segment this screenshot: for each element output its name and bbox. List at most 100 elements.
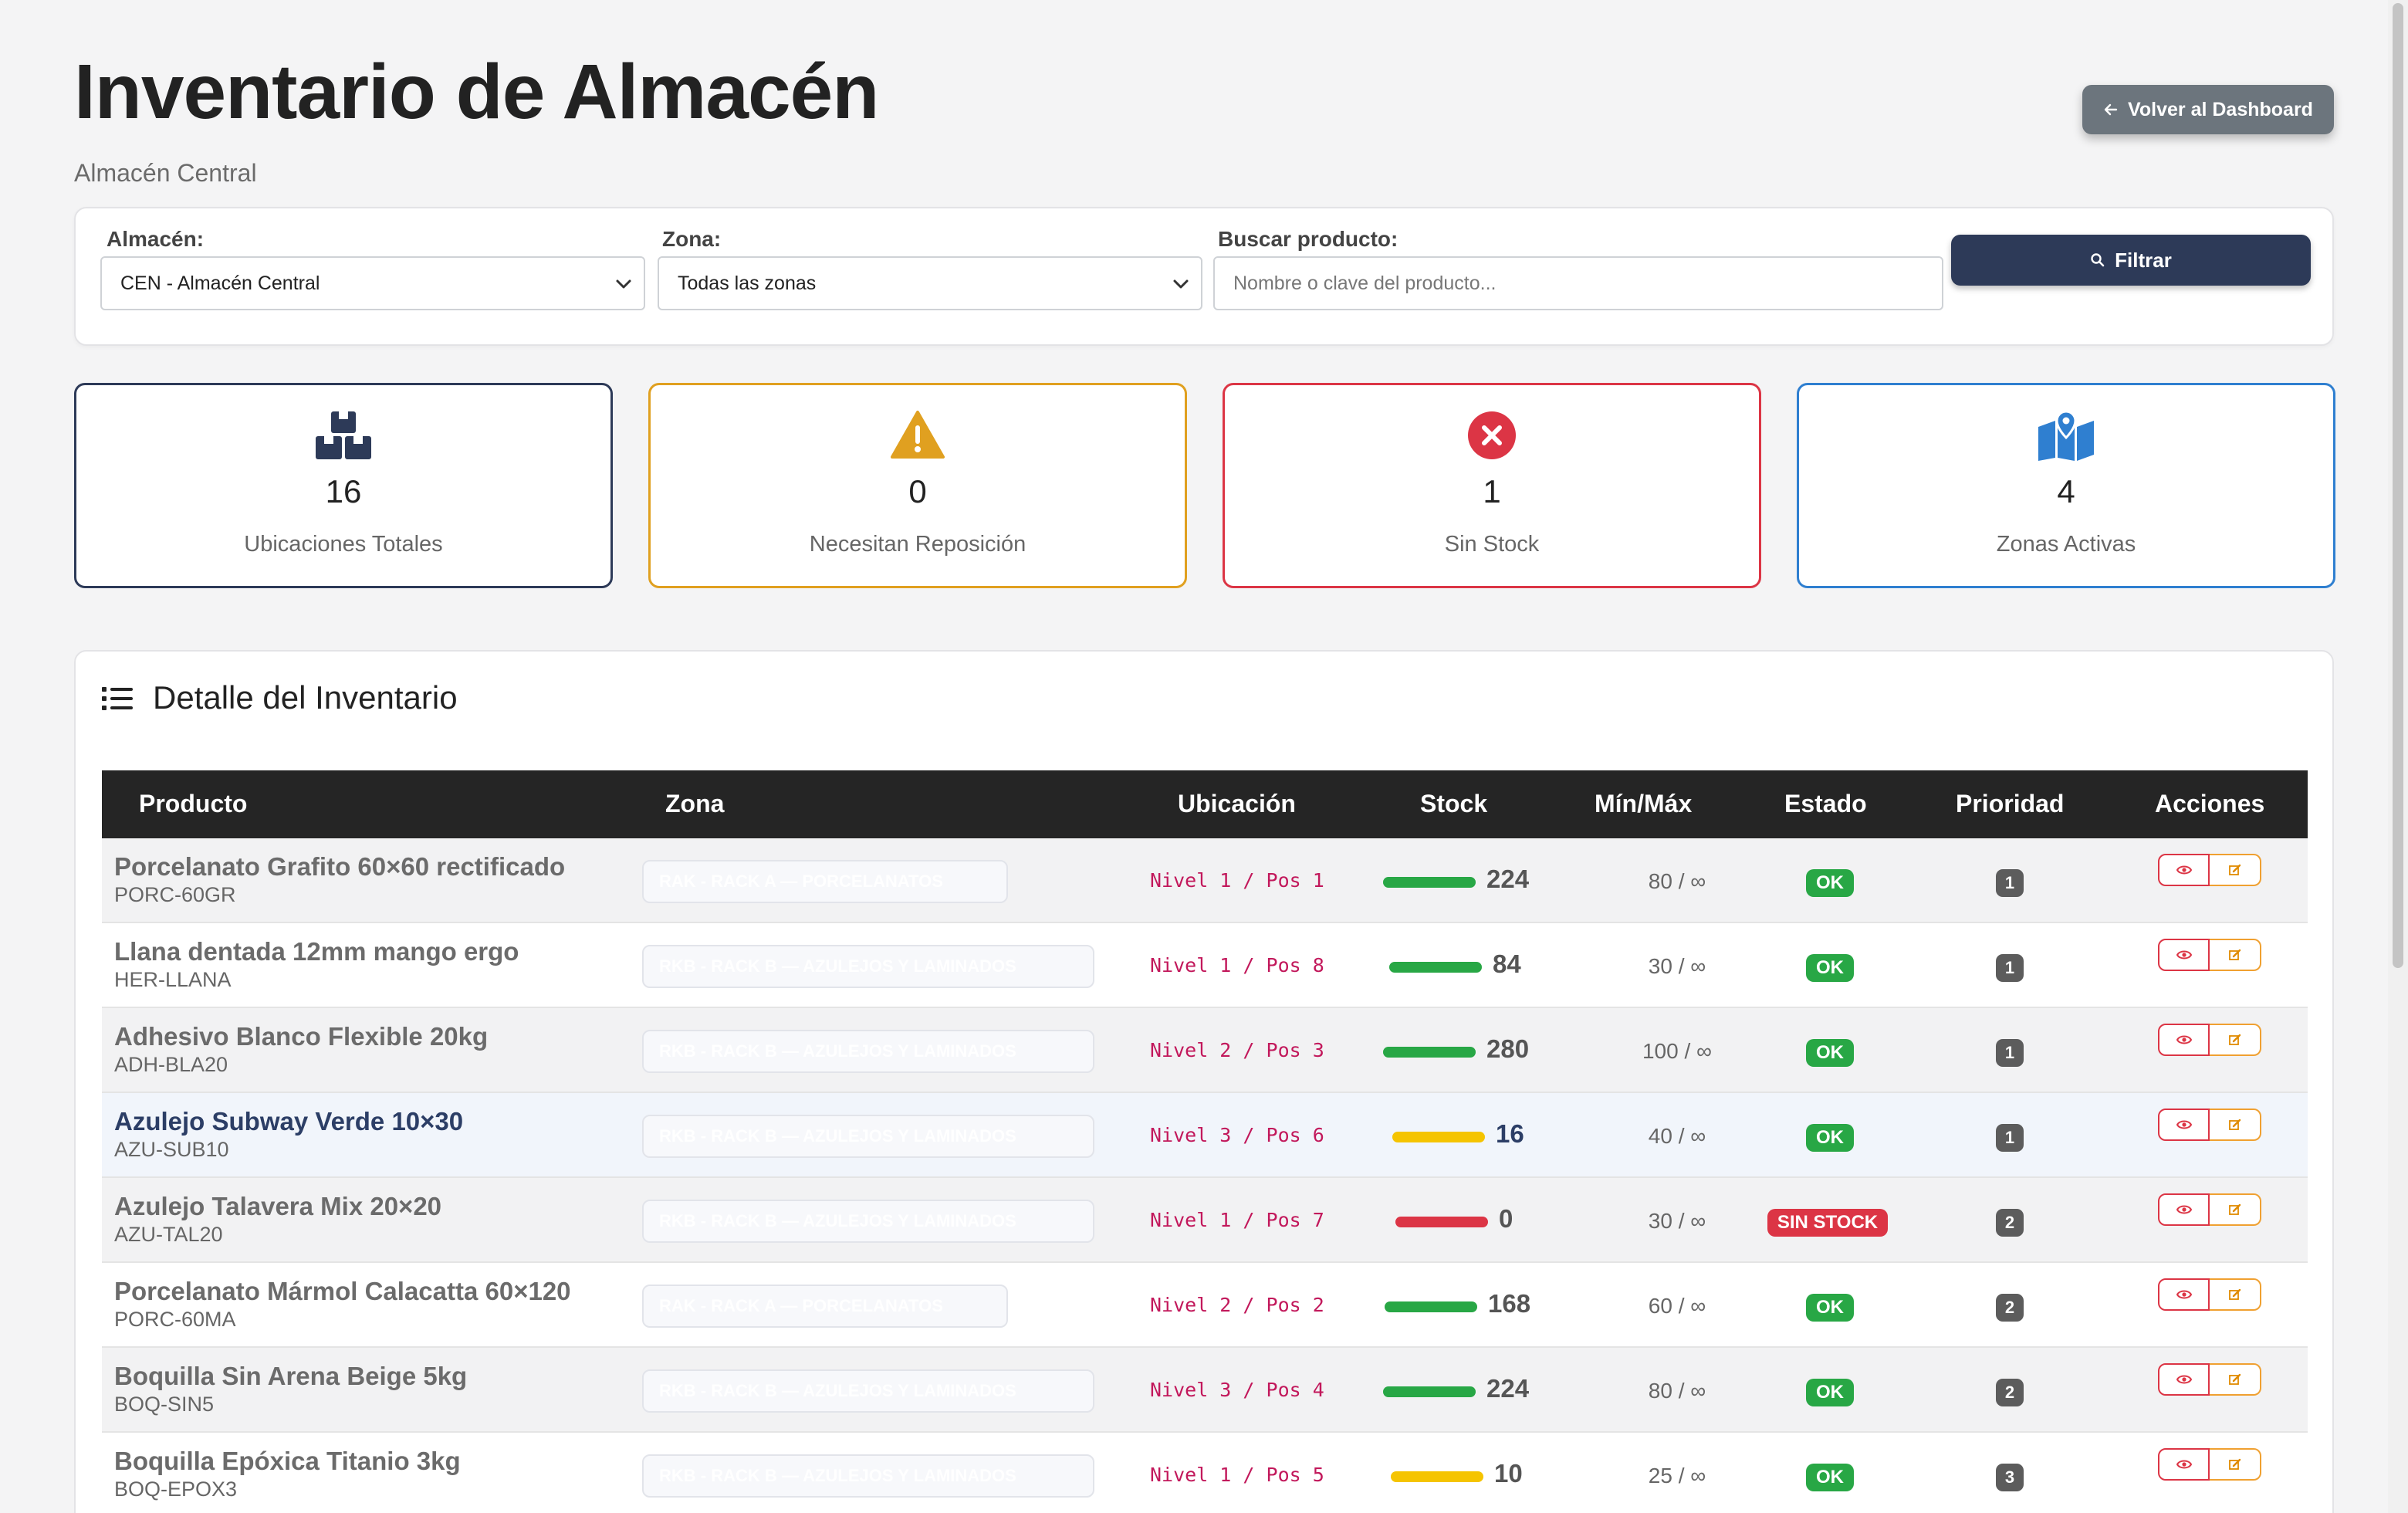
edit-button[interactable]	[2210, 1193, 2261, 1226]
warehouse-select[interactable]: CEN - Almacén Central	[100, 256, 645, 310]
column-header: Producto	[139, 790, 248, 817]
product-name[interactable]: Boquilla Epóxica Titanio 3kg	[114, 1447, 461, 1475]
filter-button-label: Filtrar	[2115, 248, 2172, 272]
search-icon	[2091, 253, 2105, 267]
page-title: Inventario de Almacén	[74, 49, 879, 135]
stat-label: Ubicaciones Totales	[244, 532, 443, 557]
stock-value: 84	[1493, 949, 1521, 978]
location: Nivel 2 / Pos 3	[1150, 1039, 1324, 1061]
product-code: AZU-SUB10	[114, 1138, 229, 1161]
product-name[interactable]: Azulejo Subway Verde 10×30	[114, 1107, 464, 1136]
page: Inventario de Almacén Almacén Central Vo…	[74, 0, 2335, 1513]
product-name[interactable]: Adhesivo Blanco Flexible 20kg	[114, 1022, 489, 1051]
product-code: AZU-TAL20	[114, 1223, 223, 1246]
edit-button[interactable]	[2210, 1448, 2261, 1481]
stock-bar	[1383, 877, 1476, 888]
table-body: Porcelanato Grafito 60×60 rectificado PO…	[102, 838, 2308, 1513]
view-button[interactable]	[2158, 1193, 2210, 1226]
stock-bar	[1392, 1132, 1485, 1142]
view-button[interactable]	[2158, 1363, 2210, 1396]
row-actions	[2158, 854, 2261, 886]
location: Nivel 3 / Pos 4	[1150, 1379, 1324, 1401]
stat-value: 0	[908, 473, 927, 509]
back-to-dashboard-button[interactable]: Volver al Dashboard	[2082, 85, 2334, 134]
edit-button[interactable]	[2210, 1109, 2261, 1141]
edit-icon	[2228, 1458, 2241, 1470]
stock-bar	[1395, 1217, 1488, 1227]
zone-select[interactable]: Todas las zonas	[658, 256, 1202, 310]
product-name[interactable]: Llana dentada 12mm mango ergo	[114, 937, 519, 966]
search-input[interactable]: Nombre o clave del producto...	[1213, 256, 1943, 310]
product-name[interactable]: Porcelanato Grafito 60×60 rectificado	[114, 852, 566, 881]
row-actions	[2158, 1363, 2261, 1396]
edit-icon	[2228, 1119, 2241, 1130]
edit-icon	[2228, 1288, 2241, 1300]
stock-bar	[1385, 1301, 1477, 1312]
zone-badge: RAK - RACK A — PORCELANATOS	[642, 1285, 1008, 1328]
stat-card-needs-restock: 0 Necesitan Reposición	[648, 383, 1187, 588]
edit-button[interactable]	[2210, 1024, 2261, 1056]
product-name[interactable]: Boquilla Sin Arena Beige 5kg	[114, 1362, 468, 1390]
table-header: Producto Zona Ubicación Stock Mín/Máx Es…	[102, 770, 2308, 838]
stat-card-active-zones: 4 Zonas Activas	[1797, 383, 2335, 588]
scrollbar-thumb[interactable]	[2393, 3, 2403, 968]
edit-icon	[2228, 864, 2241, 875]
stock-value: 280	[1486, 1034, 1530, 1063]
filter-button[interactable]: Filtrar	[1951, 235, 2311, 286]
status-badge: OK	[1806, 1124, 1854, 1152]
search-placeholder: Nombre o clave del producto...	[1233, 272, 1497, 294]
eye-icon	[2176, 950, 2192, 960]
view-button[interactable]	[2158, 1278, 2210, 1311]
stock-value: 10	[1494, 1459, 1523, 1488]
edit-button[interactable]	[2210, 854, 2261, 886]
edit-button[interactable]	[2210, 939, 2261, 971]
priority-badge: 1	[1996, 1124, 2024, 1152]
view-button[interactable]	[2158, 939, 2210, 971]
status-badge: OK	[1806, 1039, 1854, 1067]
stat-value: 16	[325, 473, 362, 509]
zone-select-value: Todas las zonas	[678, 272, 817, 294]
vertical-scrollbar[interactable]	[2388, 0, 2408, 1513]
location: Nivel 1 / Pos 8	[1150, 954, 1324, 977]
eye-icon	[2176, 1120, 2192, 1129]
zone-badge: RKB - RACK B — AZULEJOS Y LAMINADOS	[642, 1200, 1094, 1243]
page-subtitle: Almacén Central	[74, 159, 257, 187]
status-badge: OK	[1806, 1379, 1854, 1406]
product-code: ADH-BLA20	[114, 1053, 228, 1076]
min-max: 100 / ∞	[1642, 1039, 1712, 1063]
eye-icon	[2176, 1290, 2192, 1299]
zone-badge: RKB - RACK B — AZULEJOS Y LAMINADOS	[642, 945, 1094, 988]
view-button[interactable]	[2158, 1448, 2210, 1481]
location: Nivel 1 / Pos 7	[1150, 1209, 1324, 1231]
priority-badge: 1	[1996, 1039, 2024, 1067]
priority-badge: 3	[1996, 1464, 2024, 1491]
view-button[interactable]	[2158, 854, 2210, 886]
stock-value: 16	[1496, 1119, 1524, 1148]
view-button[interactable]	[2158, 1024, 2210, 1056]
min-max: 80 / ∞	[1648, 869, 1706, 893]
status-badge: OK	[1806, 1294, 1854, 1322]
chevron-down-icon	[1173, 279, 1189, 289]
edit-button[interactable]	[2210, 1278, 2261, 1311]
edit-button[interactable]	[2210, 1363, 2261, 1396]
edit-icon	[2228, 1203, 2241, 1215]
stat-card-out-of-stock: 1 Sin Stock	[1223, 383, 1761, 588]
product-name[interactable]: Porcelanato Mármol Calacatta 60×120	[114, 1277, 571, 1305]
filter-panel: Almacén: CEN - Almacén Central Zona: Tod…	[74, 207, 2334, 346]
table-row: Llana dentada 12mm mango ergo HER-LLANA …	[102, 923, 2308, 1008]
column-header: Zona	[665, 790, 725, 817]
product-code: BOQ-SIN5	[114, 1393, 215, 1416]
stock-value: 168	[1488, 1289, 1531, 1318]
eye-icon	[2176, 1035, 2192, 1044]
min-max: 60 / ∞	[1648, 1294, 1706, 1318]
product-code: PORC-60MA	[114, 1308, 236, 1331]
stock-bar	[1383, 1386, 1476, 1397]
row-actions	[2158, 1193, 2261, 1226]
search-label: Buscar producto:	[1218, 227, 1398, 251]
product-name[interactable]: Azulejo Talavera Mix 20×20	[114, 1192, 442, 1220]
zone-badge: RKB - RACK B — AZULEJOS Y LAMINADOS	[642, 1454, 1094, 1498]
min-max: 30 / ∞	[1648, 954, 1706, 978]
back-button-label: Volver al Dashboard	[2128, 98, 2313, 120]
row-actions	[2158, 1109, 2261, 1141]
view-button[interactable]	[2158, 1109, 2210, 1141]
